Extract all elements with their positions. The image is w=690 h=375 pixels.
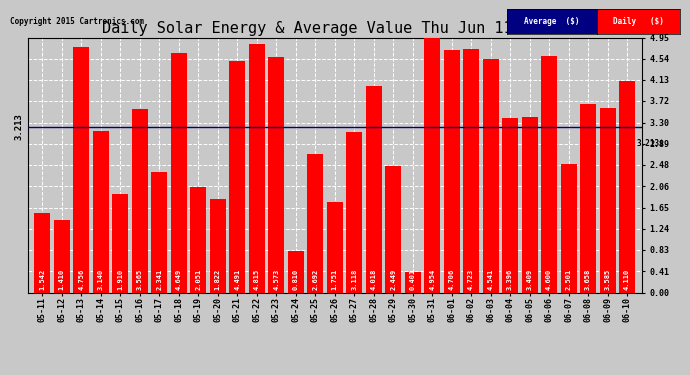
Bar: [326, 202, 343, 292]
Bar: [385, 166, 401, 292]
Bar: [580, 104, 596, 292]
Title: Daily Solar Energy & Average Value Thu Jun 11 20:19: Daily Solar Energy & Average Value Thu J…: [102, 21, 567, 36]
Bar: [346, 132, 362, 292]
Bar: [619, 81, 635, 292]
Bar: [307, 154, 323, 292]
Text: 4.018: 4.018: [371, 268, 377, 290]
Text: 4.756: 4.756: [78, 268, 84, 290]
Bar: [151, 172, 167, 292]
Text: 2.341: 2.341: [156, 268, 162, 290]
Text: Average  ($): Average ($): [524, 17, 580, 26]
Text: 1.822: 1.822: [215, 268, 221, 290]
Text: 4.649: 4.649: [176, 268, 181, 290]
Text: 4.110: 4.110: [624, 268, 630, 290]
Text: 3.140: 3.140: [98, 268, 104, 290]
Text: 3.658: 3.658: [585, 268, 591, 290]
Text: 4.491: 4.491: [234, 268, 240, 290]
Bar: [444, 50, 460, 292]
Bar: [463, 49, 479, 292]
Text: 3.409: 3.409: [526, 268, 533, 290]
Text: 0.810: 0.810: [293, 268, 299, 290]
Bar: [541, 56, 557, 292]
Bar: [210, 199, 226, 292]
Text: 2.449: 2.449: [390, 268, 396, 290]
Text: 2.501: 2.501: [566, 268, 571, 290]
Text: 4.954: 4.954: [429, 268, 435, 290]
Text: 1.910: 1.910: [117, 268, 124, 290]
Text: 1.410: 1.410: [59, 268, 65, 290]
Bar: [92, 131, 109, 292]
Bar: [560, 164, 577, 292]
Text: 4.541: 4.541: [488, 268, 493, 290]
Text: 4.706: 4.706: [448, 268, 455, 290]
Bar: [73, 48, 89, 292]
Text: 3.585: 3.585: [604, 268, 611, 290]
Text: 4.815: 4.815: [254, 268, 259, 290]
Bar: [424, 37, 440, 292]
Bar: [112, 194, 128, 292]
Bar: [600, 108, 615, 292]
Text: 3.213: 3.213: [14, 114, 23, 140]
Text: 1.542: 1.542: [39, 268, 46, 290]
Bar: [132, 109, 148, 292]
Text: Daily   ($): Daily ($): [613, 17, 664, 26]
Text: 0.401: 0.401: [410, 268, 415, 290]
Text: 3.396: 3.396: [507, 268, 513, 290]
Bar: [288, 251, 304, 292]
Bar: [404, 272, 421, 292]
Bar: [34, 213, 50, 292]
Bar: [190, 187, 206, 292]
Text: 3.213$: 3.213$: [637, 139, 664, 148]
Bar: [366, 86, 382, 292]
Text: 2.692: 2.692: [312, 268, 318, 290]
Text: 1.751: 1.751: [332, 268, 337, 290]
Text: Copyright 2015 Cartronics.com: Copyright 2015 Cartronics.com: [10, 17, 144, 26]
Bar: [229, 61, 245, 292]
Bar: [502, 117, 518, 292]
Bar: [482, 58, 499, 292]
Text: 4.723: 4.723: [468, 268, 474, 290]
Bar: [268, 57, 284, 292]
Text: 4.600: 4.600: [546, 268, 552, 290]
Bar: [248, 45, 265, 292]
Text: 3.565: 3.565: [137, 268, 143, 290]
Text: 4.573: 4.573: [273, 268, 279, 290]
Bar: [54, 220, 70, 292]
Bar: [170, 53, 187, 292]
Text: 3.118: 3.118: [351, 268, 357, 290]
Text: 2.051: 2.051: [195, 268, 201, 290]
Bar: [522, 117, 538, 292]
